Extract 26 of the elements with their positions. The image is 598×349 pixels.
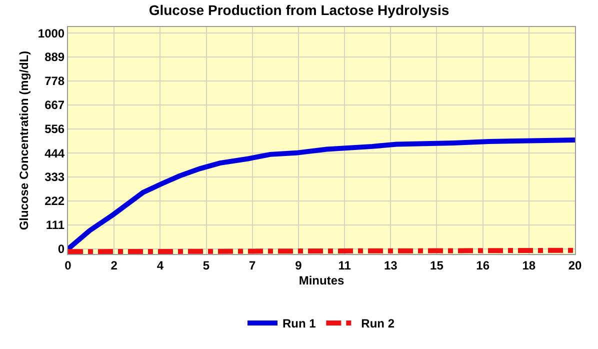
y-tick-label: 111 <box>46 218 65 232</box>
x-tick-label: 20 <box>568 258 582 272</box>
y-tick-label: 444 <box>44 146 65 160</box>
y-tick-label: 556 <box>44 122 65 136</box>
x-tick-label: 7 <box>249 258 256 272</box>
x-tick-label: 5 <box>202 258 210 272</box>
y-tick-label: 889 <box>44 50 65 64</box>
y-tick-label: 667 <box>44 98 65 112</box>
x-tick-label: 16 <box>476 258 490 272</box>
y-tick-label: 333 <box>44 170 65 184</box>
x-axis-title: Minutes <box>298 273 344 288</box>
x-tick-label: 4 <box>156 258 164 272</box>
x-tick-label: 13 <box>384 258 398 272</box>
x-tick-label: 18 <box>522 258 536 272</box>
y-tick-label: 778 <box>44 74 65 88</box>
y-axis-title: Glucose Concentration (mg/dL) <box>17 50 32 230</box>
x-tick-label: 15 <box>430 258 444 272</box>
chart-title: Glucose Production from Lactose Hydrolysis <box>148 2 450 18</box>
legend-label: Run 1 <box>282 316 316 331</box>
x-tick-label: 11 <box>338 258 352 272</box>
x-tick-label: 9 <box>295 258 302 272</box>
y-tick-label: 0 <box>58 242 65 256</box>
legend-label: Run 2 <box>361 316 395 331</box>
y-tick-label: 1000 <box>38 26 65 40</box>
x-tick-label: 2 <box>110 258 118 272</box>
y-tick-label: 222 <box>44 194 65 208</box>
